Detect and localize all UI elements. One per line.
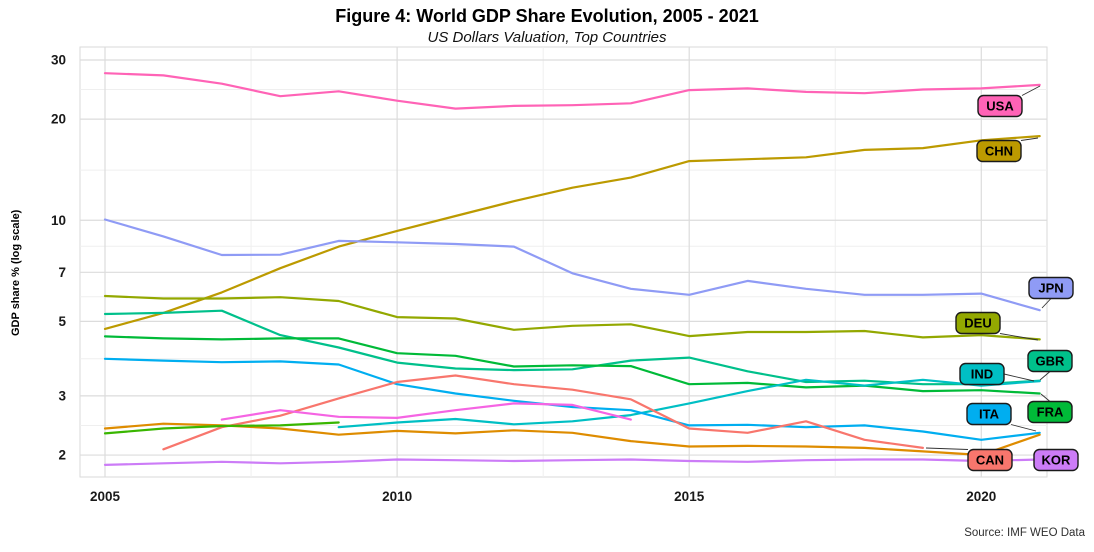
- series-line-unlabeled-orange: [103, 422, 1041, 457]
- country-label-box-IND: [959, 362, 1005, 386]
- country-label-text-IND: IND: [971, 367, 993, 382]
- y-tick-label: 20: [51, 112, 66, 127]
- y-tick-label: 10: [51, 213, 66, 228]
- series-line-DEU: [103, 294, 1041, 341]
- y-tick-label: 2: [58, 448, 66, 463]
- series-line-GBR: [103, 309, 1041, 386]
- chart-title: Figure 4: World GDP Share Evolution, 200…: [335, 6, 759, 26]
- label-leader-DEU: [999, 333, 1039, 341]
- x-tick-label: 2015: [674, 489, 705, 504]
- country-label-box-FRA: [1027, 400, 1073, 424]
- source-caption: Source: IMF WEO Data: [964, 527, 1085, 539]
- country-label-box-CHN: [976, 139, 1022, 163]
- country-label-text-KOR: KOR: [1042, 453, 1072, 468]
- country-label-box-USA: [977, 94, 1023, 118]
- country-label-box-ITA: [966, 402, 1012, 426]
- label-leader-FRA: [1040, 393, 1051, 402]
- label-leader-CHN: [1020, 137, 1039, 141]
- country-label-box-JPN: [1028, 276, 1074, 300]
- country-label-box-CAN: [967, 448, 1013, 472]
- series-line-ITA: [103, 357, 1041, 441]
- country-label-box-KOR: [1033, 448, 1079, 472]
- label-leader-GBR: [1039, 371, 1051, 381]
- label-leader-CAN: [925, 447, 969, 450]
- country-label-text-CAN: CAN: [976, 453, 1004, 468]
- series-line-CAN: [162, 374, 925, 451]
- series-line-JPN: [103, 218, 1041, 312]
- series-line-USA: [103, 72, 1041, 110]
- y-tick-label: 7: [58, 265, 66, 280]
- y-tick-label: 3: [58, 388, 66, 403]
- country-label-text-CHN: CHN: [985, 144, 1013, 159]
- label-leader-JPN: [1041, 298, 1052, 309]
- label-leader-USA: [1021, 85, 1041, 96]
- country-label-text-USA: USA: [986, 99, 1014, 114]
- label-leader-ITA: [1010, 424, 1037, 432]
- country-label-text-FRA: FRA: [1037, 405, 1064, 420]
- x-tick-label: 2005: [90, 489, 121, 504]
- label-leader-IND: [1003, 373, 1035, 382]
- series-line-IND: [337, 378, 1041, 429]
- y-tick-label: 5: [58, 314, 66, 329]
- country-label-text-GBR: GBR: [1036, 354, 1066, 369]
- country-label-text-JPN: JPN: [1038, 281, 1063, 296]
- country-label-text-DEU: DEU: [964, 316, 991, 331]
- x-tick-label: 2020: [966, 489, 996, 504]
- series-line-KOR: [103, 458, 1041, 466]
- series-line-unlabeled-green: [103, 421, 340, 435]
- series-line-unlabeled-magenta: [220, 402, 632, 421]
- country-label-box-DEU: [955, 311, 1001, 335]
- y-tick-label: 30: [51, 53, 66, 68]
- chart-subtitle: US Dollars Valuation, Top Countries: [427, 29, 667, 46]
- x-tick-label: 2010: [382, 489, 412, 504]
- panel-border: [79, 46, 1048, 478]
- country-label-box-GBR: [1027, 349, 1073, 373]
- series-line-CHN: [103, 135, 1041, 330]
- series-line-FRA: [103, 335, 1041, 395]
- country-label-text-ITA: ITA: [979, 407, 1000, 422]
